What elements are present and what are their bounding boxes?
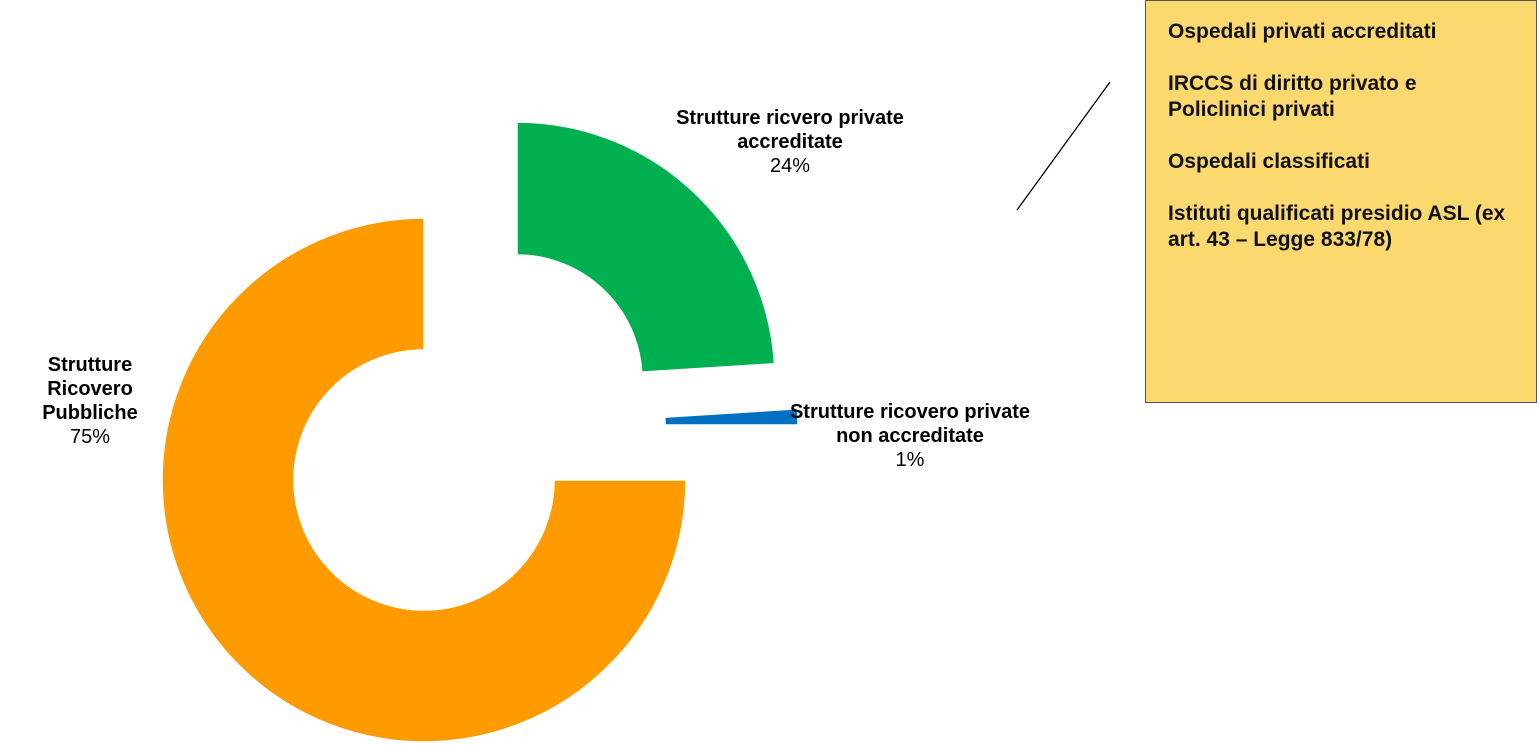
info-item-irccs: IRCCS di diritto privato e Policlinici p… (1168, 72, 1417, 121)
pie-slice-0 (516, 121, 776, 373)
slice-label-private-accredited: Strutture ricvero private accreditate 24… (660, 106, 920, 178)
slice-label-public-percent: 75% (69, 426, 111, 448)
info-item-ospedali-classificati: Ospedali classificati (1168, 150, 1370, 173)
slice-label-public: Strutture Ricovero Pubbliche 75% (20, 353, 160, 449)
info-callout-box: Ospedali privati accreditati IRCCS di di… (1145, 0, 1537, 403)
pie-slice-1 (663, 408, 799, 426)
slices-group (161, 121, 799, 743)
slice-label-private-non-accredited-name: Strutture ricovero private non accredita… (789, 401, 1031, 447)
slice-label-private-accredited-percent: 24% (769, 155, 811, 177)
slice-label-private-accredited-name: Strutture ricvero private accreditate (676, 107, 904, 153)
slice-label-private-non-accredited: Strutture ricovero private non accredita… (780, 400, 1040, 472)
slice-label-private-non-accredited-percent: 1% (895, 449, 925, 471)
info-item-istituti-qualificati: Istituti qualificati presidio ASL (ex ar… (1168, 202, 1506, 251)
pie-slice-2 (161, 217, 687, 743)
callout-connector-line (1016, 81, 1111, 211)
info-item-ospedali-privati: Ospedali privati accreditati (1168, 20, 1437, 43)
slice-label-public-name: Strutture Ricovero Pubbliche (42, 354, 138, 424)
